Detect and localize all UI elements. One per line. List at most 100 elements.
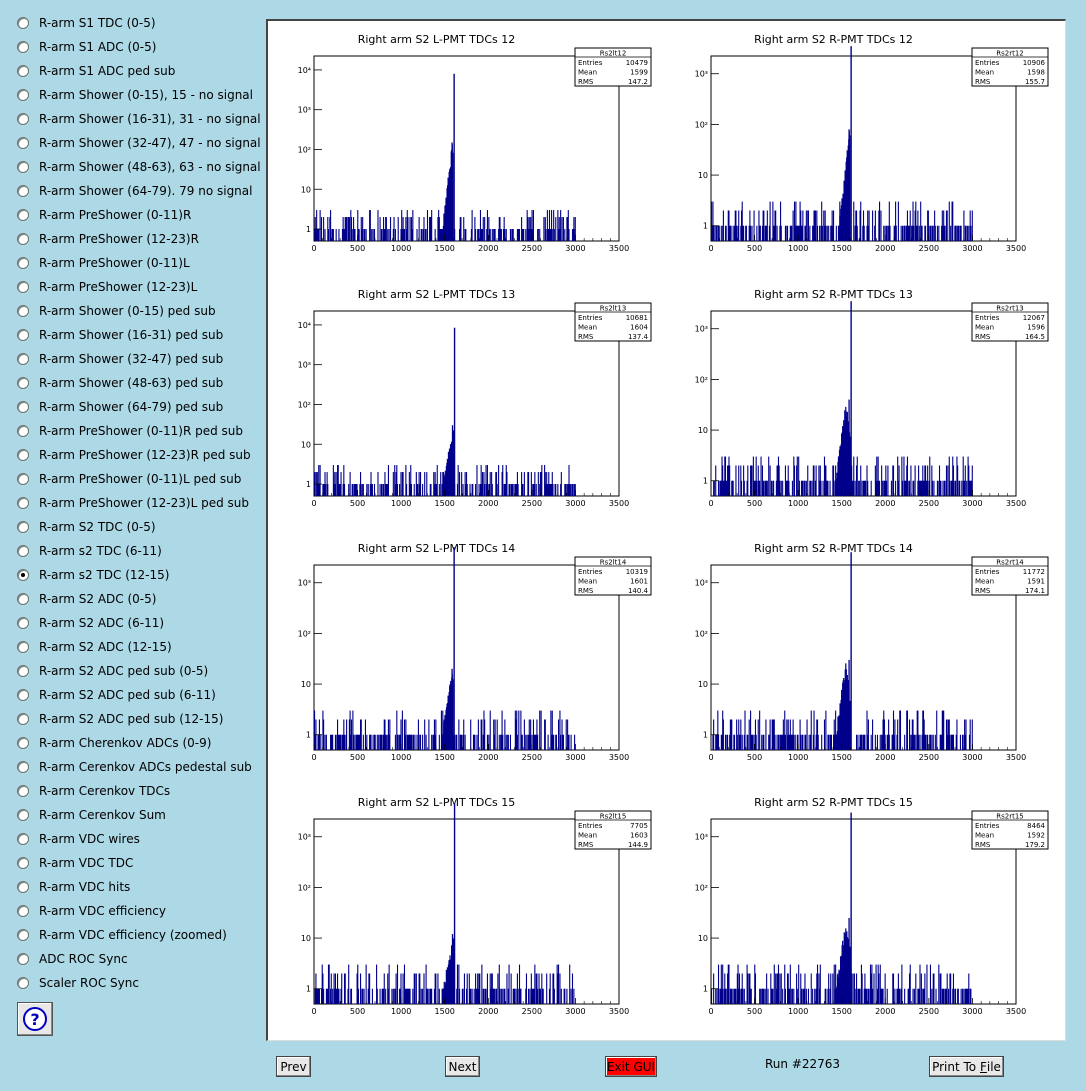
radio-unchecked-icon[interactable] [17,809,29,821]
radio-checked-icon[interactable] [17,569,29,581]
radio-option[interactable]: R-arm PreShower (0-11)L [17,251,190,275]
radio-unchecked-icon[interactable] [17,833,29,845]
radio-unchecked-icon[interactable] [17,449,29,461]
radio-option[interactable]: R-arm S2 ADC (6-11) [17,611,164,635]
radio-option[interactable]: R-arm S1 ADC ped sub [17,59,175,83]
radio-option[interactable]: R-arm S2 TDC (0-5) [17,515,156,539]
radio-option[interactable]: R-arm VDC TDC [17,851,133,875]
radio-unchecked-icon[interactable] [17,641,29,653]
radio-option[interactable]: R-arm Shower (32-47) ped sub [17,347,223,371]
radio-unchecked-icon[interactable] [17,185,29,197]
radio-unchecked-icon[interactable] [17,737,29,749]
radio-unchecked-icon[interactable] [17,761,29,773]
histogram-title: Right arm S2 L-PMT TDCs 15 [358,796,516,809]
radio-option[interactable]: R-arm VDC hits [17,875,130,899]
radio-option[interactable]: R-arm Shower (48-63), 63 - no signal [17,155,261,179]
help-button[interactable]: ? [17,1002,53,1036]
radio-unchecked-icon[interactable] [17,785,29,797]
radio-option[interactable]: R-arm S2 ADC ped sub (0-5) [17,659,208,683]
histogram-bin [504,719,506,750]
radio-option[interactable]: R-arm S2 ADC (12-15) [17,635,172,659]
radio-option[interactable]: R-arm PreShower (12-23)L [17,275,197,299]
radio-option[interactable]: R-arm PreShower (12-23)R ped sub [17,443,251,467]
radio-unchecked-icon[interactable] [17,281,29,293]
radio-option[interactable]: R-arm Shower (0-15), 15 - no signal [17,83,253,107]
radio-unchecked-icon[interactable] [17,977,29,989]
histogram-bin [548,988,551,1004]
radio-option[interactable]: R-arm s2 TDC (6-11) [17,539,162,563]
radio-unchecked-icon[interactable] [17,881,29,893]
radio-unchecked-icon[interactable] [17,929,29,941]
radio-unchecked-icon[interactable] [17,89,29,101]
radio-option[interactable]: R-arm VDC wires [17,827,140,851]
radio-option[interactable]: R-arm S2 ADC ped sub (12-15) [17,707,223,731]
radio-unchecked-icon[interactable] [17,473,29,485]
histogram-bin [964,480,966,496]
radio-unchecked-icon[interactable] [17,665,29,677]
radio-option[interactable]: R-arm Shower (0-15) ped sub [17,299,216,323]
radio-unchecked-icon[interactable] [17,353,29,365]
radio-unchecked-icon[interactable] [17,617,29,629]
radio-option[interactable]: R-arm VDC efficiency [17,899,166,923]
radio-option[interactable]: R-arm PreShower (12-23)R [17,227,199,251]
radio-option[interactable]: Scaler ROC Sync [17,971,139,995]
radio-unchecked-icon[interactable] [17,857,29,869]
radio-option[interactable]: R-arm PreShower (0-11)L ped sub [17,467,241,491]
radio-unchecked-icon[interactable] [17,233,29,245]
radio-unchecked-icon[interactable] [17,905,29,917]
histogram-bin [532,988,534,1004]
histogram-bin [863,480,865,496]
radio-unchecked-icon[interactable] [17,713,29,725]
exit-gui-button[interactable]: Exit GUI [605,1056,657,1077]
prev-button[interactable]: Prev [276,1056,311,1077]
radio-unchecked-icon[interactable] [17,305,29,317]
radio-unchecked-icon[interactable] [17,257,29,269]
radio-unchecked-icon[interactable] [17,689,29,701]
radio-option[interactable]: R-arm Shower (64-79). 79 no signal [17,179,252,203]
radio-unchecked-icon[interactable] [17,545,29,557]
radio-option[interactable]: R-arm s2 TDC (12-15) [17,563,169,587]
radio-option[interactable]: R-arm Shower (16-31), 31 - no signal [17,107,261,131]
radio-unchecked-icon[interactable] [17,113,29,125]
histogram-bin [394,465,396,496]
radio-option[interactable]: R-arm Shower (16-31) ped sub [17,323,223,347]
radio-unchecked-icon[interactable] [17,497,29,509]
radio-option[interactable]: R-arm Cerenkov TDCs [17,779,170,803]
radio-unchecked-icon[interactable] [17,377,29,389]
radio-option[interactable]: R-arm S2 ADC ped sub (6-11) [17,683,216,707]
radio-unchecked-icon[interactable] [17,65,29,77]
radio-option[interactable]: R-arm PreShower (0-11)R [17,203,191,227]
histogram-bin [539,988,541,1004]
radio-option[interactable]: R-arm VDC efficiency (zoomed) [17,923,227,947]
radio-unchecked-icon[interactable] [17,209,29,221]
radio-unchecked-icon[interactable] [17,137,29,149]
radio-option[interactable]: ADC ROC Sync [17,947,128,971]
histogram-bin [865,988,867,1004]
radio-option[interactable]: R-arm S2 ADC (0-5) [17,587,156,611]
next-button[interactable]: Next [445,1056,480,1077]
radio-unchecked-icon[interactable] [17,329,29,341]
radio-option[interactable]: R-arm Cerenkov ADCs pedestal sub [17,755,252,779]
x-tick-label: 0 [708,499,713,508]
radio-option[interactable]: R-arm PreShower (12-23)L ped sub [17,491,249,515]
radio-option[interactable]: R-arm Shower (64-79) ped sub [17,395,223,419]
radio-option[interactable]: R-arm Shower (32-47), 47 - no signal [17,131,261,155]
histogram-bin [532,484,534,496]
radio-option[interactable]: R-arm Cherenkov ADCs (0-9) [17,731,211,755]
radio-unchecked-icon[interactable] [17,593,29,605]
radio-option[interactable]: R-arm Cerenkov Sum [17,803,166,827]
radio-unchecked-icon[interactable] [17,17,29,29]
histogram-bin [415,973,417,1004]
radio-unchecked-icon[interactable] [17,401,29,413]
radio-option[interactable]: R-arm S1 TDC (0-5) [17,11,156,35]
radio-unchecked-icon[interactable] [17,953,29,965]
histogram-bin [805,480,807,496]
radio-option[interactable]: R-arm S1 ADC (0-5) [17,35,156,59]
radio-option[interactable]: R-arm Shower (48-63) ped sub [17,371,223,395]
radio-unchecked-icon[interactable] [17,425,29,437]
radio-option[interactable]: R-arm PreShower (0-11)R ped sub [17,419,243,443]
radio-unchecked-icon[interactable] [17,521,29,533]
radio-unchecked-icon[interactable] [17,41,29,53]
radio-unchecked-icon[interactable] [17,161,29,173]
